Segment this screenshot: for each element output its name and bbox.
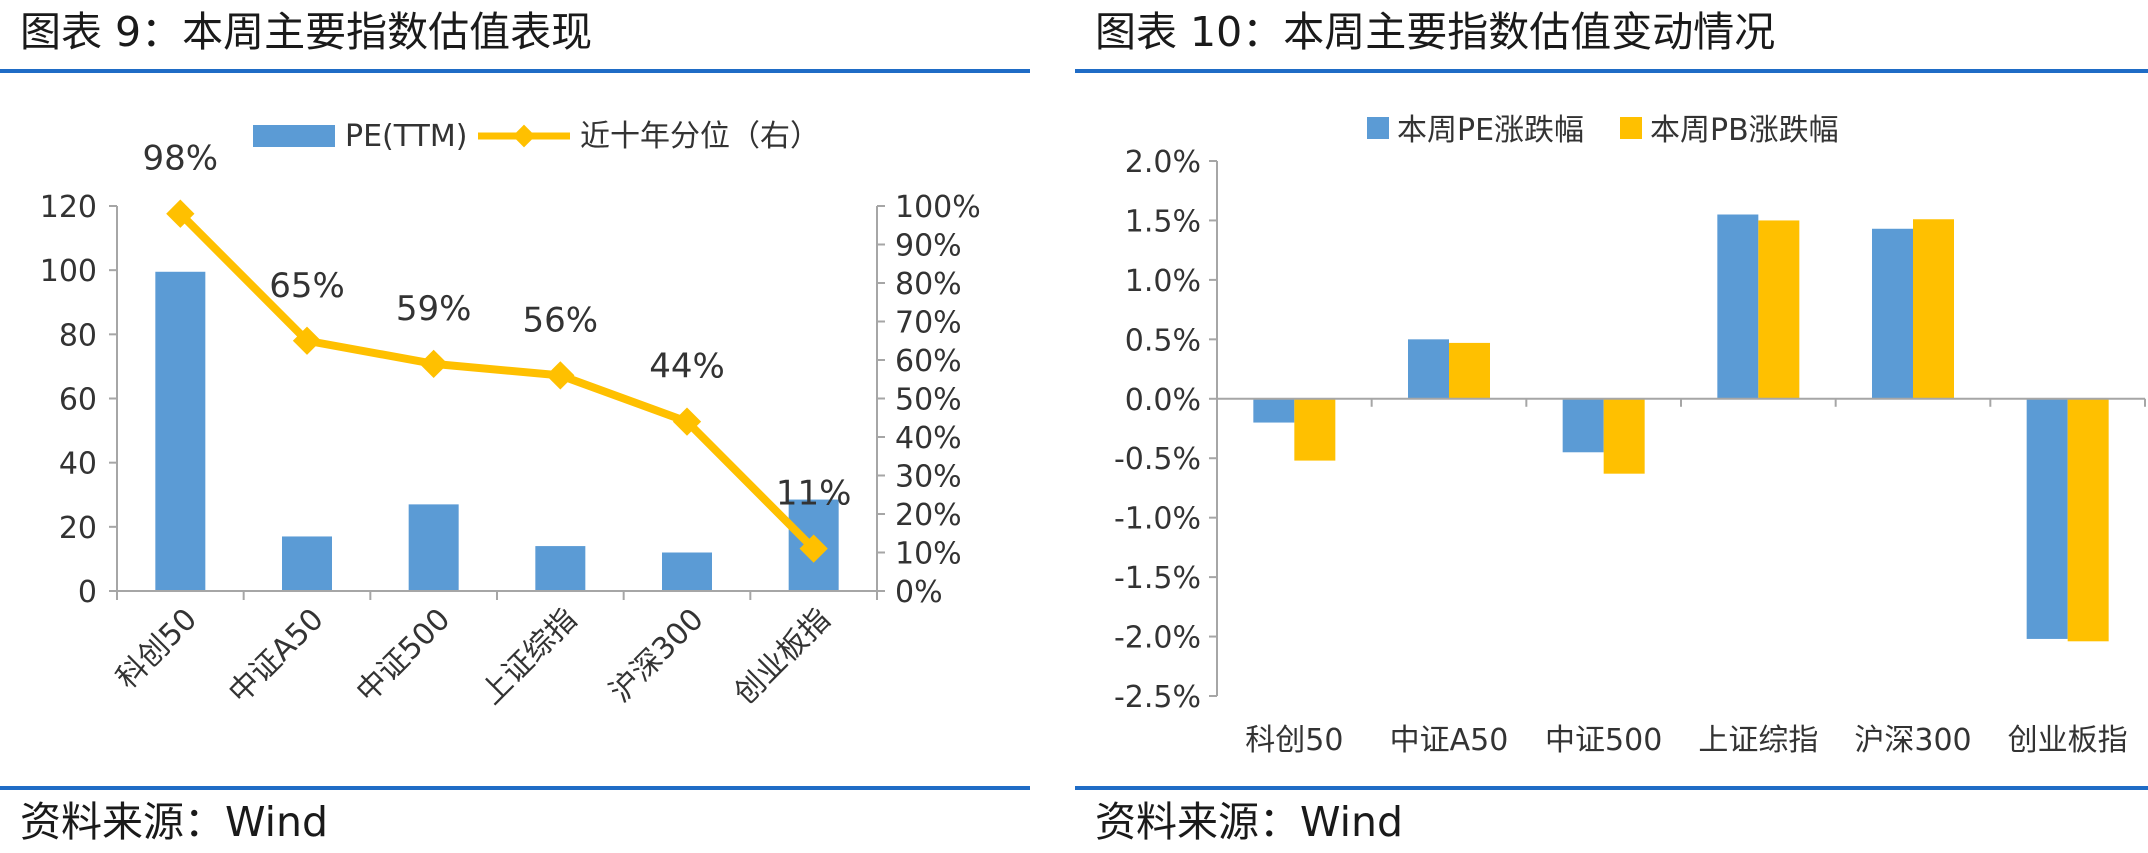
data-label-percentile: 65%: [269, 266, 345, 306]
bar-pb-0: [1294, 398, 1336, 461]
y-right-tick-label: 40%: [895, 421, 962, 456]
bar-pe-1: [282, 536, 332, 591]
x-tick-label: 中证500: [350, 602, 458, 710]
point-percentile-5: [799, 534, 828, 563]
x-tick-label: 科创50: [110, 602, 204, 696]
point-percentile-3: [546, 361, 575, 390]
y-right-tick-label: 50%: [895, 383, 962, 418]
legend-swatch-pe: [253, 125, 335, 147]
x-tick-label: 科创50: [1245, 723, 1343, 758]
bar-pe-3: [535, 546, 586, 591]
y-tick-label: -1.5%: [1114, 561, 1201, 596]
y-tick-label: -1.0%: [1114, 502, 1201, 537]
series-line-percentile: [177, 210, 817, 552]
data-label-percentile: 59%: [396, 289, 472, 329]
bar-pe-4: [662, 552, 712, 591]
x-tick-label: 创业板指: [728, 602, 838, 712]
left-chart-panel: 图表 9：本周主要指数估值表现 PE(TTM) 近十年分位（右） 0 20 40 60 80…: [0, 0, 1030, 853]
y-right-tick-label: 80%: [895, 267, 962, 302]
pe-percentile-chart: PE(TTM) 近十年分位（右） 0 20 40 60 80 100 120 0%10% 20%30…: [40, 119, 981, 712]
bar-pb-5: [2067, 398, 2109, 642]
source-note: 资料来源：Wind: [20, 798, 329, 846]
x-tick-label: 沪深300: [603, 602, 711, 710]
legend-label-percentile: 近十年分位（右）: [580, 119, 820, 154]
bar-pe-2: [408, 504, 459, 591]
bar-pb-2: [1603, 398, 1645, 474]
y-left-tick-label: 80: [59, 318, 97, 353]
bar-pe-2: [1562, 398, 1604, 453]
y-right-tick-label: 0%: [895, 575, 943, 610]
legend-swatch-pe: [1367, 117, 1389, 139]
bar-pe-0: [1253, 398, 1295, 423]
y-right-tick-label: 20%: [895, 498, 962, 533]
y-right-tick-label: 70%: [895, 306, 962, 341]
x-tick-label: 中证500: [1545, 723, 1662, 758]
valuation-change-chart: 本周PE涨跌幅 本周PB涨跌幅 -2.5% -2.0% -1.5% -1.0% -0.5% 0…: [1114, 113, 2146, 758]
y-right-tick-label: 30%: [895, 460, 962, 495]
point-percentile-1: [292, 326, 322, 355]
bar-pb-3: [1758, 220, 1800, 399]
bar-pb-4: [1913, 219, 1954, 399]
legend-label-pb: 本周PB涨跌幅: [1650, 113, 1839, 148]
figure-title: 图表 10：本周主要指数估值变动情况: [1095, 8, 1776, 56]
data-label-percentile: 11%: [776, 474, 852, 514]
data-label-percentile: 56%: [523, 300, 599, 340]
bar-pe-1: [1408, 339, 1449, 399]
y-tick-label: -2.5%: [1114, 680, 1201, 715]
y-tick-label: 1.0%: [1125, 264, 1201, 299]
bar-pe-3: [1717, 214, 1759, 399]
bar-pe-0: [155, 271, 206, 591]
title-rule: [1075, 69, 2148, 73]
x-tick-label: 沪深300: [1854, 723, 1971, 758]
y-right-tick-label: 10%: [895, 537, 962, 572]
y-tick-label: 1.5%: [1125, 204, 1201, 239]
source-note: 资料来源：Wind: [1095, 798, 1404, 846]
bar-pe-4: [1872, 228, 1913, 399]
right-chart-panel: 图表 10：本周主要指数估值变动情况 本周PE涨跌幅 本周PB涨跌幅 -2.5% -2…: [1075, 0, 2148, 853]
y-tick-label: -0.5%: [1114, 442, 1201, 477]
y-left-tick-label: 100: [40, 254, 97, 289]
y-right-tick-label: 90%: [895, 229, 962, 264]
legend-marker-percentile: [512, 124, 536, 148]
source-rule: [1075, 786, 2148, 790]
y-tick-label: 0.0%: [1125, 383, 1201, 418]
y-tick-label: 0.5%: [1125, 323, 1201, 358]
x-tick-label: 上证综指: [474, 602, 584, 712]
y-left-tick-label: 0: [78, 575, 97, 610]
x-tick-label: 中证A50: [222, 602, 331, 711]
data-label-percentile: 98%: [143, 139, 219, 179]
legend-label-pe: PE(TTM): [345, 119, 467, 154]
title-rule: [0, 69, 1030, 73]
source-rule: [0, 786, 1030, 790]
bar-pe-5: [2026, 398, 2068, 639]
legend-swatch-pb: [1620, 117, 1642, 139]
y-tick-label: -2.0%: [1114, 621, 1201, 656]
y-left-tick-label: 60: [59, 383, 97, 418]
x-tick-label: 中证A50: [1390, 723, 1509, 758]
x-tick-label: 创业板指: [2008, 723, 2128, 758]
y-left-tick-label: 20: [59, 511, 97, 546]
bar-pb-1: [1449, 342, 1490, 399]
y-right-tick-label: 100%: [895, 190, 981, 225]
y-tick-label: 2.0%: [1125, 145, 1201, 180]
point-percentile-2: [419, 349, 448, 378]
y-left-tick-label: 120: [40, 190, 97, 225]
figure-title: 图表 9：本周主要指数估值表现: [20, 8, 593, 56]
point-percentile-4: [672, 407, 702, 436]
y-right-tick-label: 60%: [895, 344, 962, 379]
data-label-percentile: 44%: [649, 347, 725, 387]
y-left-tick-label: 40: [59, 447, 97, 482]
legend-label-pe: 本周PE涨跌幅: [1397, 113, 1584, 148]
x-tick-label: 上证综指: [1698, 723, 1818, 758]
